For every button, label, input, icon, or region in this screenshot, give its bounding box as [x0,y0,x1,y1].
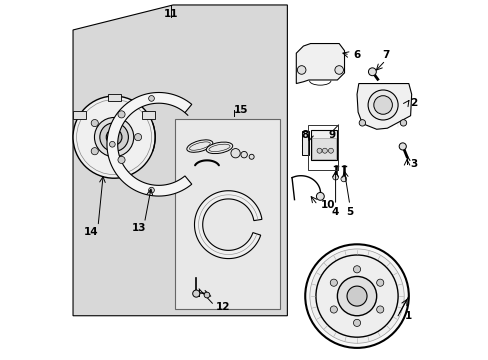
Circle shape [297,66,305,74]
Circle shape [241,152,247,158]
Circle shape [118,111,125,118]
Polygon shape [194,191,262,258]
Circle shape [73,96,155,178]
Circle shape [334,66,343,74]
Circle shape [305,244,408,348]
Circle shape [203,292,209,298]
Text: 11: 11 [163,9,178,19]
Ellipse shape [206,142,232,154]
Text: 10: 10 [321,200,335,210]
Circle shape [373,96,391,114]
Text: 4: 4 [331,207,339,217]
Circle shape [118,156,125,163]
Circle shape [329,279,337,286]
Text: 3: 3 [410,159,417,169]
Bar [107,94,121,102]
Circle shape [230,149,240,158]
Bar [307,125,338,170]
Text: 1: 1 [405,311,411,321]
Polygon shape [73,5,287,316]
Circle shape [353,319,360,327]
Circle shape [148,187,154,193]
Circle shape [109,141,115,147]
Circle shape [367,68,376,76]
Circle shape [337,276,376,316]
Circle shape [91,148,98,155]
Circle shape [400,120,406,126]
Bar [312,138,335,159]
Text: 9: 9 [328,130,335,140]
Circle shape [376,279,383,286]
Ellipse shape [186,140,212,152]
Circle shape [309,249,404,343]
Circle shape [315,255,397,337]
Polygon shape [107,93,191,196]
Circle shape [192,290,200,297]
Text: 15: 15 [233,105,248,115]
Text: 12: 12 [215,302,230,312]
Circle shape [91,120,98,127]
Circle shape [316,148,322,153]
Circle shape [376,306,383,313]
Circle shape [134,134,142,141]
Text: 7: 7 [381,50,388,60]
Circle shape [346,286,366,306]
Circle shape [332,174,338,180]
Circle shape [148,95,154,101]
Circle shape [316,193,324,200]
Text: 13: 13 [132,223,146,233]
Circle shape [328,148,333,153]
Bar [73,111,86,120]
Bar [142,111,155,120]
Bar [175,119,280,309]
Circle shape [358,120,365,126]
Text: 5: 5 [346,207,353,217]
Text: 2: 2 [410,98,417,108]
Text: 6: 6 [353,50,360,60]
Circle shape [367,90,397,120]
Circle shape [322,148,326,153]
Circle shape [248,154,254,159]
Bar [301,131,308,155]
Circle shape [340,176,346,182]
Circle shape [94,117,134,157]
Circle shape [329,306,337,313]
Polygon shape [356,84,411,129]
Bar [310,130,337,160]
Text: 8: 8 [301,130,308,140]
Circle shape [100,123,128,152]
Circle shape [353,266,360,273]
Polygon shape [296,44,344,84]
Text: 14: 14 [83,227,98,237]
Circle shape [398,143,406,150]
Circle shape [106,129,122,145]
